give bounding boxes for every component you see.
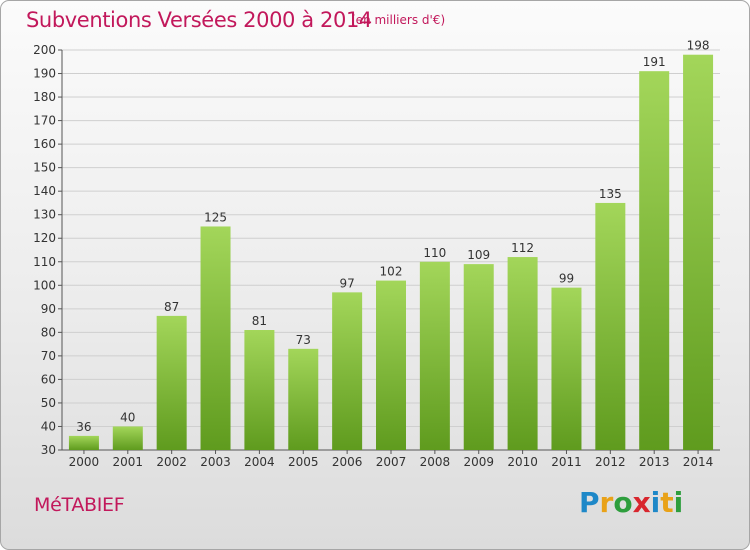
logo-letter: i (673, 486, 684, 519)
data-label: 112 (511, 241, 534, 255)
logo-letter: i (650, 486, 661, 519)
y-tick-label: 60 (41, 372, 56, 386)
logo-letter: o (613, 486, 633, 519)
y-tick-label: 190 (33, 67, 56, 81)
x-tick-label: 2004 (244, 455, 275, 469)
y-tick-label: 170 (33, 114, 56, 128)
x-tick-label: 2012 (595, 455, 626, 469)
x-tick-label: 2007 (376, 455, 407, 469)
data-label: 40 (120, 410, 135, 424)
x-tick-label: 2014 (683, 455, 714, 469)
bar-layer: 36 40 87 125 81 73 97 102 110 109 112 99 135 191 198 (68, 39, 714, 451)
data-label: 99 (559, 272, 574, 286)
x-tick-label: 2005 (288, 455, 319, 469)
x-tick-label: 2000 (69, 455, 100, 469)
y-tick-label: 140 (33, 184, 56, 198)
x-tick-label: 2009 (463, 455, 494, 469)
proxiti-logo: Proxiti (579, 486, 683, 519)
y-tick-label: 80 (41, 325, 56, 339)
x-tick-label: 2011 (551, 455, 582, 469)
y-tick-label: 180 (33, 90, 56, 104)
bar (507, 257, 538, 450)
x-tick-label: 2010 (507, 455, 538, 469)
y-tick-label: 90 (41, 302, 56, 316)
y-tick-label: 150 (33, 161, 56, 175)
data-label: 102 (380, 265, 403, 279)
data-label: 191 (643, 55, 666, 69)
bar (112, 426, 143, 450)
data-label: 97 (339, 276, 354, 290)
logo-letter: x (632, 486, 651, 519)
y-tick-label: 30 (41, 443, 56, 457)
data-label: 36 (76, 420, 91, 434)
x-tick-label: 2006 (332, 455, 363, 469)
y-tick-label: 200 (33, 43, 56, 57)
x-tick-label: 2001 (113, 455, 144, 469)
bar (200, 226, 231, 450)
bar (156, 315, 187, 450)
bar (551, 287, 582, 450)
bar (244, 330, 275, 450)
bar (595, 202, 626, 450)
bar (639, 71, 670, 451)
y-tick-label: 70 (41, 349, 56, 363)
y-tick-label: 130 (33, 208, 56, 222)
y-tick-label: 120 (33, 231, 56, 245)
bar (68, 435, 99, 450)
commune-name: MéTABIEF (34, 494, 125, 516)
logo-letter: P (579, 486, 600, 519)
bar (463, 264, 494, 450)
bar (288, 348, 319, 450)
y-tick-label: 40 (41, 419, 56, 433)
chart-subtitle: (en milliers d'€) (351, 13, 446, 27)
y-tick-label: 160 (33, 137, 56, 151)
data-label: 81 (252, 314, 267, 328)
bar (419, 261, 450, 450)
x-tick-label: 2003 (200, 455, 231, 469)
data-label: 135 (599, 187, 622, 201)
y-tick-label: 100 (33, 278, 56, 292)
logo-letter: t (660, 486, 674, 519)
x-tick-label: 2013 (639, 455, 670, 469)
bar (332, 292, 363, 450)
x-tick-label: 2008 (420, 455, 451, 469)
data-label: 109 (467, 248, 490, 262)
y-tick-label: 110 (33, 255, 56, 269)
data-label: 125 (204, 210, 227, 224)
chart-title: Subventions Versées 2000 à 2014 (26, 8, 372, 32)
data-label: 110 (423, 246, 446, 260)
bar (376, 280, 406, 450)
bar (683, 54, 714, 451)
x-tick-label: 2002 (156, 455, 187, 469)
logo-letter: r (599, 486, 614, 519)
data-label: 73 (296, 333, 311, 347)
data-label: 87 (164, 300, 179, 314)
y-tick-label: 50 (41, 396, 56, 410)
data-label: 198 (687, 39, 710, 53)
